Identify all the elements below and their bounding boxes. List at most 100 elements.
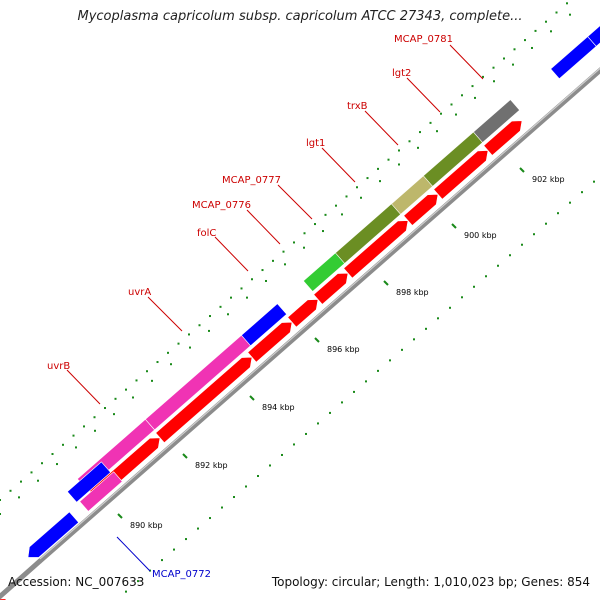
outer-tick-dot bbox=[482, 75, 484, 78]
outer-tick-dot bbox=[240, 287, 243, 290]
inner-tick-dot bbox=[389, 359, 391, 362]
outer-tick-dot bbox=[555, 11, 558, 14]
outer-minor-tick-dot bbox=[246, 296, 248, 299]
outer-minor-tick-dot bbox=[512, 63, 514, 66]
label-leader-line bbox=[147, 296, 183, 332]
outer-minor-tick-dot bbox=[0, 513, 1, 515]
inner-tick-dot bbox=[341, 401, 343, 404]
inner-tick-dot bbox=[401, 348, 403, 351]
gene-label-MCAP_0781: MCAP_0781 bbox=[394, 34, 453, 45]
gene-label-uvrA: uvrA bbox=[128, 287, 151, 298]
gene-block-right-edge bbox=[587, 25, 600, 47]
inner-tick-dot bbox=[557, 212, 559, 215]
outer-minor-tick-dot bbox=[417, 146, 419, 149]
outer-tick-dot bbox=[440, 112, 442, 115]
inner-tick-dot bbox=[521, 243, 523, 246]
cds-arrow bbox=[287, 299, 319, 328]
outer-tick-dot bbox=[230, 296, 232, 299]
inner-tick-dot bbox=[161, 559, 163, 562]
inner-tick-dot bbox=[581, 191, 583, 194]
outer-minor-tick-dot bbox=[113, 413, 115, 416]
label-leader-line bbox=[449, 44, 484, 80]
outer-tick-dot bbox=[146, 370, 148, 373]
cds-arrow bbox=[155, 356, 253, 444]
outer-tick-dot bbox=[303, 232, 306, 235]
label-leader-line bbox=[116, 536, 151, 572]
inner-tick-dot bbox=[245, 485, 247, 488]
inner-tick-dot bbox=[413, 338, 415, 341]
inner-tick-dot bbox=[293, 443, 295, 446]
outer-tick-dot bbox=[261, 269, 264, 272]
inner-tick-dot bbox=[125, 590, 127, 593]
outer-minor-tick-dot bbox=[18, 496, 20, 499]
label-leader-line bbox=[277, 184, 313, 220]
inner-tick-dot bbox=[365, 380, 367, 383]
label-leader-line bbox=[364, 110, 399, 146]
outer-tick-dot bbox=[20, 480, 22, 483]
label-leader-line bbox=[66, 369, 101, 405]
outer-tick-dot bbox=[503, 57, 505, 60]
outer-tick-dot bbox=[450, 103, 453, 106]
outer-minor-tick-dot bbox=[455, 113, 457, 116]
kbp-tick-mark bbox=[249, 395, 255, 401]
outer-tick-dot bbox=[345, 195, 348, 198]
inner-tick-dot bbox=[461, 296, 463, 299]
inner-tick-dot bbox=[353, 390, 355, 393]
outer-minor-tick-dot bbox=[569, 13, 571, 16]
gene-uvrA bbox=[144, 333, 254, 431]
inner-tick-dot bbox=[593, 180, 595, 183]
kbp-tick-label: 892 kbp bbox=[195, 461, 228, 470]
gene-label-lgt2: lgt2 bbox=[392, 68, 411, 79]
cds-arrow bbox=[247, 321, 293, 363]
outer-tick-dot bbox=[356, 186, 358, 189]
outer-minor-tick-dot bbox=[322, 230, 324, 233]
inner-tick-dot bbox=[533, 233, 535, 236]
label-leader-line bbox=[214, 236, 249, 272]
outer-tick-dot bbox=[566, 2, 568, 5]
outer-minor-tick-dot bbox=[94, 429, 96, 432]
kbp-tick-label: 900 kbp bbox=[464, 231, 497, 240]
inner-tick-dot bbox=[497, 264, 499, 267]
outer-minor-tick-dot bbox=[474, 96, 476, 99]
outer-tick-dot bbox=[83, 425, 85, 428]
outer-tick-dot bbox=[135, 379, 138, 382]
outer-tick-dot bbox=[9, 489, 12, 492]
outer-tick-dot bbox=[398, 149, 400, 152]
inner-tick-dot bbox=[545, 222, 547, 225]
accession-label: Accession: NC_007633 bbox=[8, 575, 145, 589]
gene-block-right-edge bbox=[550, 36, 597, 80]
gene-label-MCAP_0772: MCAP_0772 bbox=[152, 569, 211, 580]
outer-minor-tick-dot bbox=[227, 313, 229, 316]
outer-minor-tick-dot bbox=[284, 263, 286, 266]
gene-block-lower bbox=[27, 511, 80, 558]
outer-tick-dot bbox=[62, 443, 64, 446]
inner-tick-dot bbox=[137, 580, 139, 583]
cds-arrow bbox=[433, 150, 489, 200]
kbp-tick-mark bbox=[451, 223, 457, 229]
inner-tick-dot bbox=[569, 201, 571, 204]
inner-tick-dot bbox=[185, 538, 187, 541]
outer-tick-dot bbox=[492, 66, 495, 69]
inner-tick-dot bbox=[257, 474, 259, 477]
gene-label-uvrB: uvrB bbox=[47, 361, 70, 372]
outer-tick-dot bbox=[167, 351, 169, 354]
outer-tick-dot bbox=[335, 204, 337, 207]
outer-tick-dot bbox=[188, 333, 190, 336]
outer-tick-dot bbox=[377, 167, 379, 170]
map-title: Mycoplasma capricolum subsp. capricolum … bbox=[77, 9, 523, 24]
genome-backbone bbox=[0, 559, 42, 600]
outer-minor-tick-dot bbox=[398, 163, 400, 166]
outer-minor-tick-dot bbox=[75, 446, 77, 449]
outer-tick-dot bbox=[51, 453, 54, 456]
outer-tick-dot bbox=[524, 39, 526, 42]
outer-minor-tick-dot bbox=[341, 213, 343, 216]
outer-tick-dot bbox=[545, 20, 547, 23]
outer-minor-tick-dot bbox=[208, 329, 210, 332]
kbp-tick-label: 902 kbp bbox=[532, 175, 565, 184]
gene-block-lower bbox=[66, 461, 112, 503]
outer-tick-dot bbox=[293, 241, 295, 244]
gene-label-lgt1: lgt1 bbox=[306, 138, 325, 149]
outer-tick-dot bbox=[387, 158, 390, 161]
inner-tick-dot bbox=[437, 317, 439, 320]
inner-tick-dot bbox=[317, 422, 319, 425]
